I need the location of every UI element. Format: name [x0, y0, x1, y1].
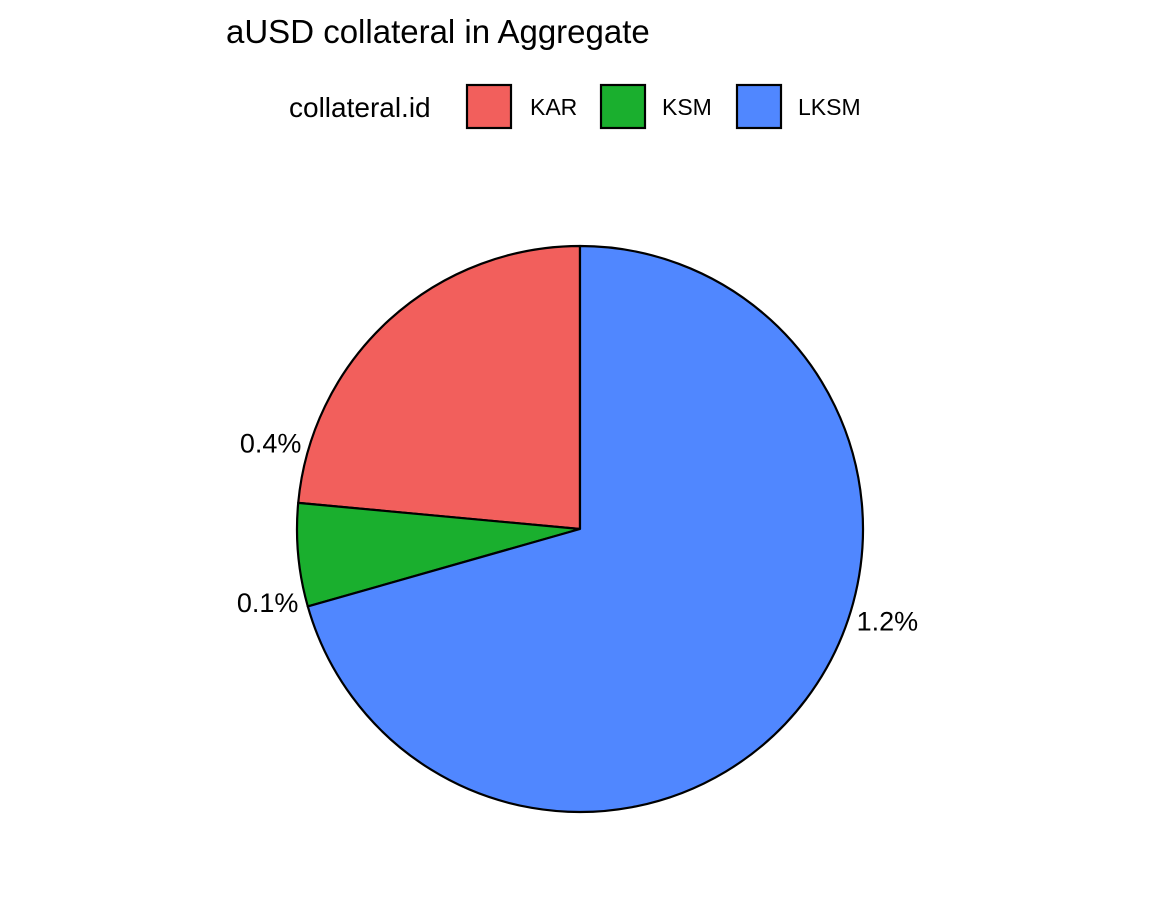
legend-label-ksm: KSM [662, 94, 712, 120]
slice-label-ksm: 0.1% [237, 588, 299, 618]
legend-swatch-ksm [599, 83, 647, 130]
legend-label-kar: KAR [530, 94, 577, 120]
pie-slices [295, 244, 865, 814]
legend-label-lksm: LKSM [798, 94, 861, 120]
slice-labels: 0.4% 0.1% 1.2% [237, 428, 918, 636]
chart-title: aUSD collateral in Aggregate [226, 13, 650, 50]
legend-swatch-lksm [735, 83, 783, 130]
pie-slice-kar [297, 244, 582, 531]
slice-label-kar: 0.4% [240, 428, 302, 458]
pie-slice-lksm [306, 244, 865, 814]
legend-title: collateral.id [289, 92, 431, 123]
legend-swatch-kar [465, 83, 513, 130]
legend: collateral.id KAR KSM LKSM [289, 83, 861, 130]
slice-label-lksm: 1.2% [857, 606, 919, 636]
